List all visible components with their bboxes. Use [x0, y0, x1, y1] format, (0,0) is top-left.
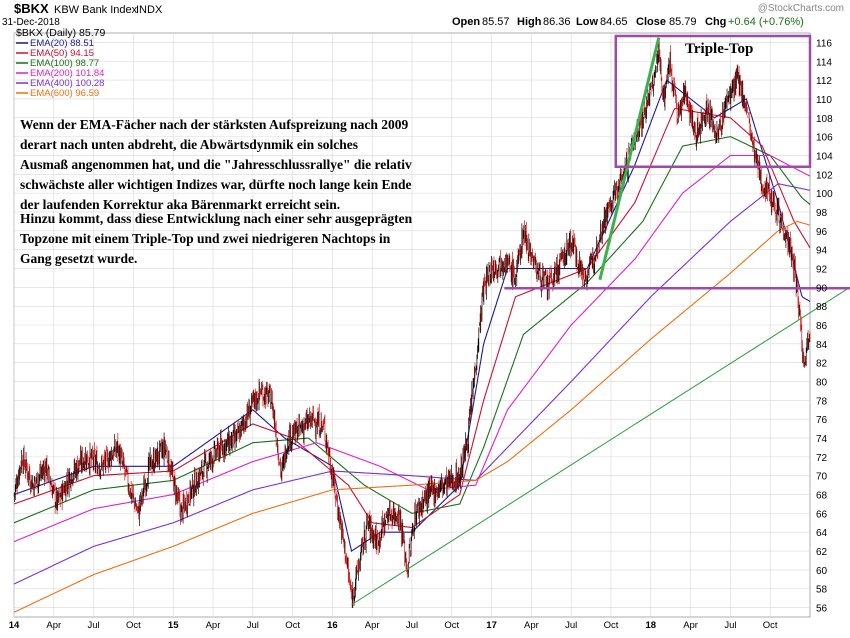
ema-line-ema600: [13, 220, 811, 613]
ema-line-ema200: [13, 154, 811, 543]
y-tick-label: 74: [816, 434, 828, 445]
y-tick-label: 112: [816, 76, 832, 87]
triple-top-label: Triple-Top: [685, 41, 753, 57]
x-tick-label: Apr: [683, 620, 698, 631]
y-tick-label: 106: [816, 133, 833, 144]
x-tick-label: 18: [646, 620, 657, 631]
y-tick-label: 116: [816, 38, 832, 49]
annotation-overlays: [351, 34, 850, 606]
commentary-line: derart nach unten abdreht, die Abwärtsdy…: [20, 137, 358, 152]
y-tick-label: 56: [816, 604, 828, 615]
ohlc-high-label: High: [517, 16, 542, 28]
ohlc-high-value: 86.36: [543, 16, 571, 28]
legend-entry: EMA(400) 100.28: [30, 78, 104, 89]
y-tick-label: 76: [816, 415, 828, 426]
chart-symbol: $BKX: [14, 1, 49, 16]
y-tick-label: 98: [816, 208, 828, 219]
y-tick-label: 58: [816, 585, 828, 596]
y-tick-label: 60: [816, 566, 828, 577]
y-tick-label: 62: [816, 547, 828, 558]
x-tick-label: Oct: [285, 620, 300, 631]
y-tick-label: 64: [816, 528, 828, 539]
chart-name: KBW Bank Index: [54, 4, 138, 16]
legend-entry: EMA(100) 98.77: [30, 58, 99, 69]
x-tick-label: Apr: [365, 620, 380, 631]
y-tick-label: 110: [816, 95, 832, 106]
commentary: Wenn der EMA-Fächer nach der stärksten A…: [20, 117, 413, 266]
chart-exchange: INDX: [136, 4, 163, 16]
x-tick-label: 15: [168, 620, 179, 631]
y-tick-label: 92: [816, 264, 828, 275]
x-tick-label: 17: [486, 620, 497, 631]
y-tick-label: 80: [816, 378, 828, 389]
x-tick-label: Oct: [604, 620, 619, 631]
rally-line: [598, 37, 661, 281]
y-tick-label: 78: [816, 396, 828, 407]
grid: [13, 32, 811, 618]
y-tick-label: 114: [816, 57, 832, 68]
commentary-line: Ausmaß angenommen hat, und die "Jahressc…: [20, 157, 412, 172]
y-tick-label: 88: [816, 302, 828, 313]
long-term-trendline: [351, 286, 850, 606]
x-tick-label: 14: [9, 620, 20, 631]
legend-entry: $BKX (Daily) 85.79: [16, 27, 105, 39]
x-tick-label: Oct: [763, 620, 778, 631]
y-tick-label: 100: [816, 189, 833, 200]
ema-line-ema400: [13, 183, 811, 585]
x-tick-label: Apr: [46, 620, 61, 631]
y-tick-label: 94: [816, 246, 828, 257]
y-tick-label: 102: [816, 170, 833, 181]
ohlc-low-label: Low: [576, 16, 598, 28]
axes: 56 58 60 62 64 66 68 70 72 74 76 78 80 82 84 86 88 90 92 94…: [9, 38, 833, 631]
ohlc-close-label: Close: [636, 16, 666, 28]
y-tick-label: 84: [816, 340, 828, 351]
legend-entry: EMA(600) 96.59: [30, 88, 99, 99]
legend-entry: EMA(50) 94.15: [30, 48, 94, 59]
ohlc-open-value: 85.57: [482, 16, 510, 28]
x-tick-label: Apr: [206, 620, 221, 631]
watermark: @StockCharts.com: [758, 3, 844, 14]
commentary-line: Wenn der EMA-Fächer nach der stärksten A…: [20, 117, 409, 132]
x-tick-label: Jul: [88, 620, 100, 631]
ohlc-chg-label: Chg: [705, 16, 726, 28]
y-tick-label: 70: [816, 472, 828, 483]
y-tick-label: 90: [816, 283, 828, 294]
y-tick-label: 66: [816, 509, 828, 520]
x-tick-label: Jul: [247, 620, 259, 631]
y-tick-label: 96: [816, 227, 828, 238]
y-tick-label: 104: [816, 151, 833, 162]
ohlc-open-label: Open: [452, 16, 480, 28]
y-tick-label: 68: [816, 491, 828, 502]
ohlc-readout: Open 85.57 High 86.36 Low 84.65 Close 85…: [452, 16, 804, 28]
legend-entry: EMA(20) 88.51: [30, 38, 94, 49]
x-tick-label: Oct: [126, 620, 141, 631]
commentary-line: der laufenden Korrektur aka Bärenmarkt e…: [20, 197, 340, 212]
chart-date: 31-Dec-2018: [2, 17, 60, 28]
ohlc-low-value: 84.65: [600, 16, 628, 28]
x-tick-label: Apr: [524, 620, 539, 631]
y-tick-label: 108: [816, 114, 833, 125]
x-tick-label: 16: [327, 620, 338, 631]
legend-entry: EMA(200) 101.84: [30, 68, 104, 79]
triple-top-box: [614, 34, 812, 169]
ohlc-close-value: 85.79: [669, 16, 697, 28]
y-tick-label: 72: [816, 453, 828, 464]
commentary-line: Topzone mit einem Triple-Top und zwei ni…: [20, 231, 391, 246]
commentary-line: Hinzu kommt, dass diese Entwicklung nach…: [20, 211, 413, 226]
commentary-line: schwächste aller wichtigen Indizes war, …: [20, 177, 412, 192]
price-bars: [13, 38, 811, 608]
commentary-line: Gang gesetzt wurde.: [20, 251, 137, 266]
y-tick-label: 82: [816, 359, 828, 370]
x-tick-label: Jul: [565, 620, 577, 631]
ohlc-chg-value: +0.64 (+0.76%): [728, 16, 804, 28]
x-tick-label: Oct: [444, 620, 459, 631]
x-tick-label: Jul: [724, 620, 736, 631]
y-tick-label: 86: [816, 321, 828, 332]
x-tick-label: Jul: [406, 620, 418, 631]
